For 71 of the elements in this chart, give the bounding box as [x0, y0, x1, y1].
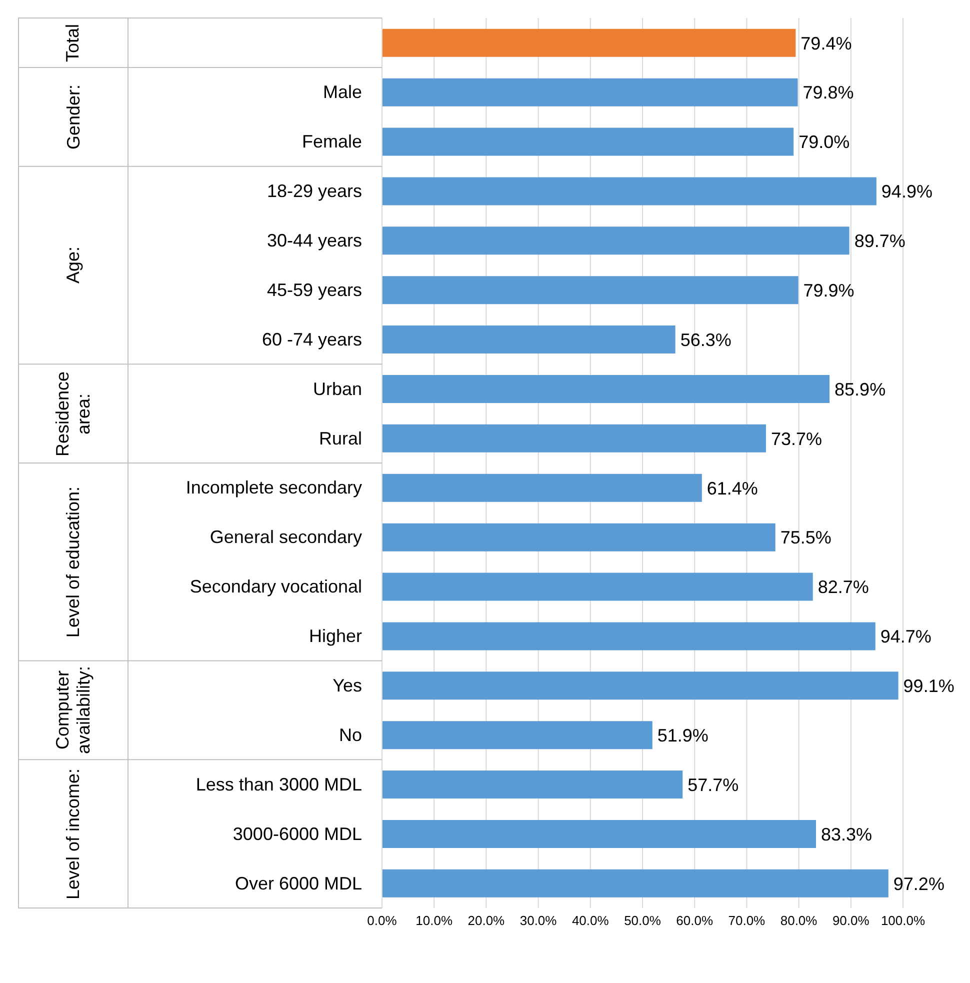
bar [382, 474, 702, 502]
x-tick-label: 0.0% [367, 913, 398, 928]
x-tick-label: 40.0% [572, 913, 610, 928]
y-tick-label: 18-29 years [266, 181, 362, 202]
bar [382, 128, 794, 156]
data-label: 51.9% [657, 725, 708, 746]
x-tick-label: 60.0% [676, 913, 714, 928]
bar [382, 820, 816, 848]
data-label: 73.7% [770, 428, 822, 449]
bar [382, 78, 798, 106]
bar [382, 226, 850, 255]
y-tick-label: Yes [332, 676, 362, 696]
text: Level of education: [62, 486, 84, 638]
x-tick-label: 70.0% [728, 913, 766, 928]
text: Residence area: [52, 370, 94, 458]
bar [382, 326, 676, 354]
bar [382, 374, 830, 403]
bar [382, 770, 683, 799]
bar [382, 572, 813, 601]
y-tick-label: 3000-6000 MDL [232, 824, 362, 844]
data-label: 79.0% [798, 132, 850, 152]
y-tick-label: Over 6000 MDL [234, 873, 362, 894]
x-tick-label: 10.0% [416, 913, 453, 928]
x-tick-label: 80.0% [780, 913, 818, 928]
bar [382, 28, 796, 57]
y-tick-label: Female [302, 132, 362, 152]
x-tick-label: 90.0% [832, 913, 870, 928]
y-tick-label: 30-44 years [266, 230, 362, 250]
y-tick-label: Secondary vocational [190, 576, 362, 597]
text: Computer availability: [52, 665, 94, 756]
bar [382, 721, 652, 750]
text: Age: [62, 246, 84, 284]
y-tick-label: General secondary [210, 527, 362, 548]
y-tick-label: Incomplete secondary [186, 478, 362, 498]
x-tick-label: 20.0% [468, 913, 506, 928]
data-label: 79.4% [800, 33, 852, 54]
bar [382, 276, 798, 304]
y-tick-label: Urban [312, 378, 362, 399]
x-tick-label: 50.0% [624, 913, 662, 928]
y-tick-label: Less than 3000 MDL [196, 774, 362, 794]
data-label: 89.7% [854, 231, 906, 252]
y-tick-label: Male [322, 82, 362, 102]
bar [382, 523, 776, 552]
data-label: 99.1% [903, 676, 954, 696]
data-label: 83.3% [820, 824, 872, 844]
x-tick-label: 100.0% [880, 913, 926, 928]
y-tick-label: No [338, 724, 362, 745]
data-label: 57.7% [688, 774, 739, 795]
text: Level of income: [62, 768, 84, 900]
y-tick-label: Rural [318, 428, 362, 448]
bar [382, 869, 888, 898]
data-label: 94.7% [880, 626, 932, 647]
y-tick-label: Higher [308, 626, 362, 646]
bar [382, 177, 876, 206]
text: Total [62, 24, 84, 62]
text: Gender: [62, 84, 84, 150]
bar [382, 622, 876, 650]
data-label: 94.9% [881, 182, 932, 202]
y-tick-label: 60 -74 years [262, 329, 362, 350]
data-label: 56.3% [680, 330, 732, 350]
y-tick-label: 45-59 years [266, 280, 362, 300]
data-label: 82.7% [818, 577, 869, 598]
data-label: 61.4% [706, 478, 758, 498]
data-label: 79.9% [803, 280, 854, 300]
bar [382, 672, 898, 700]
bar [382, 424, 766, 452]
data-label: 85.9% [834, 379, 886, 400]
data-label: 75.5% [780, 528, 832, 548]
x-tick-label: 30.0% [520, 913, 558, 928]
data-label: 79.8% [802, 82, 854, 103]
data-label: 97.2% [893, 874, 944, 894]
